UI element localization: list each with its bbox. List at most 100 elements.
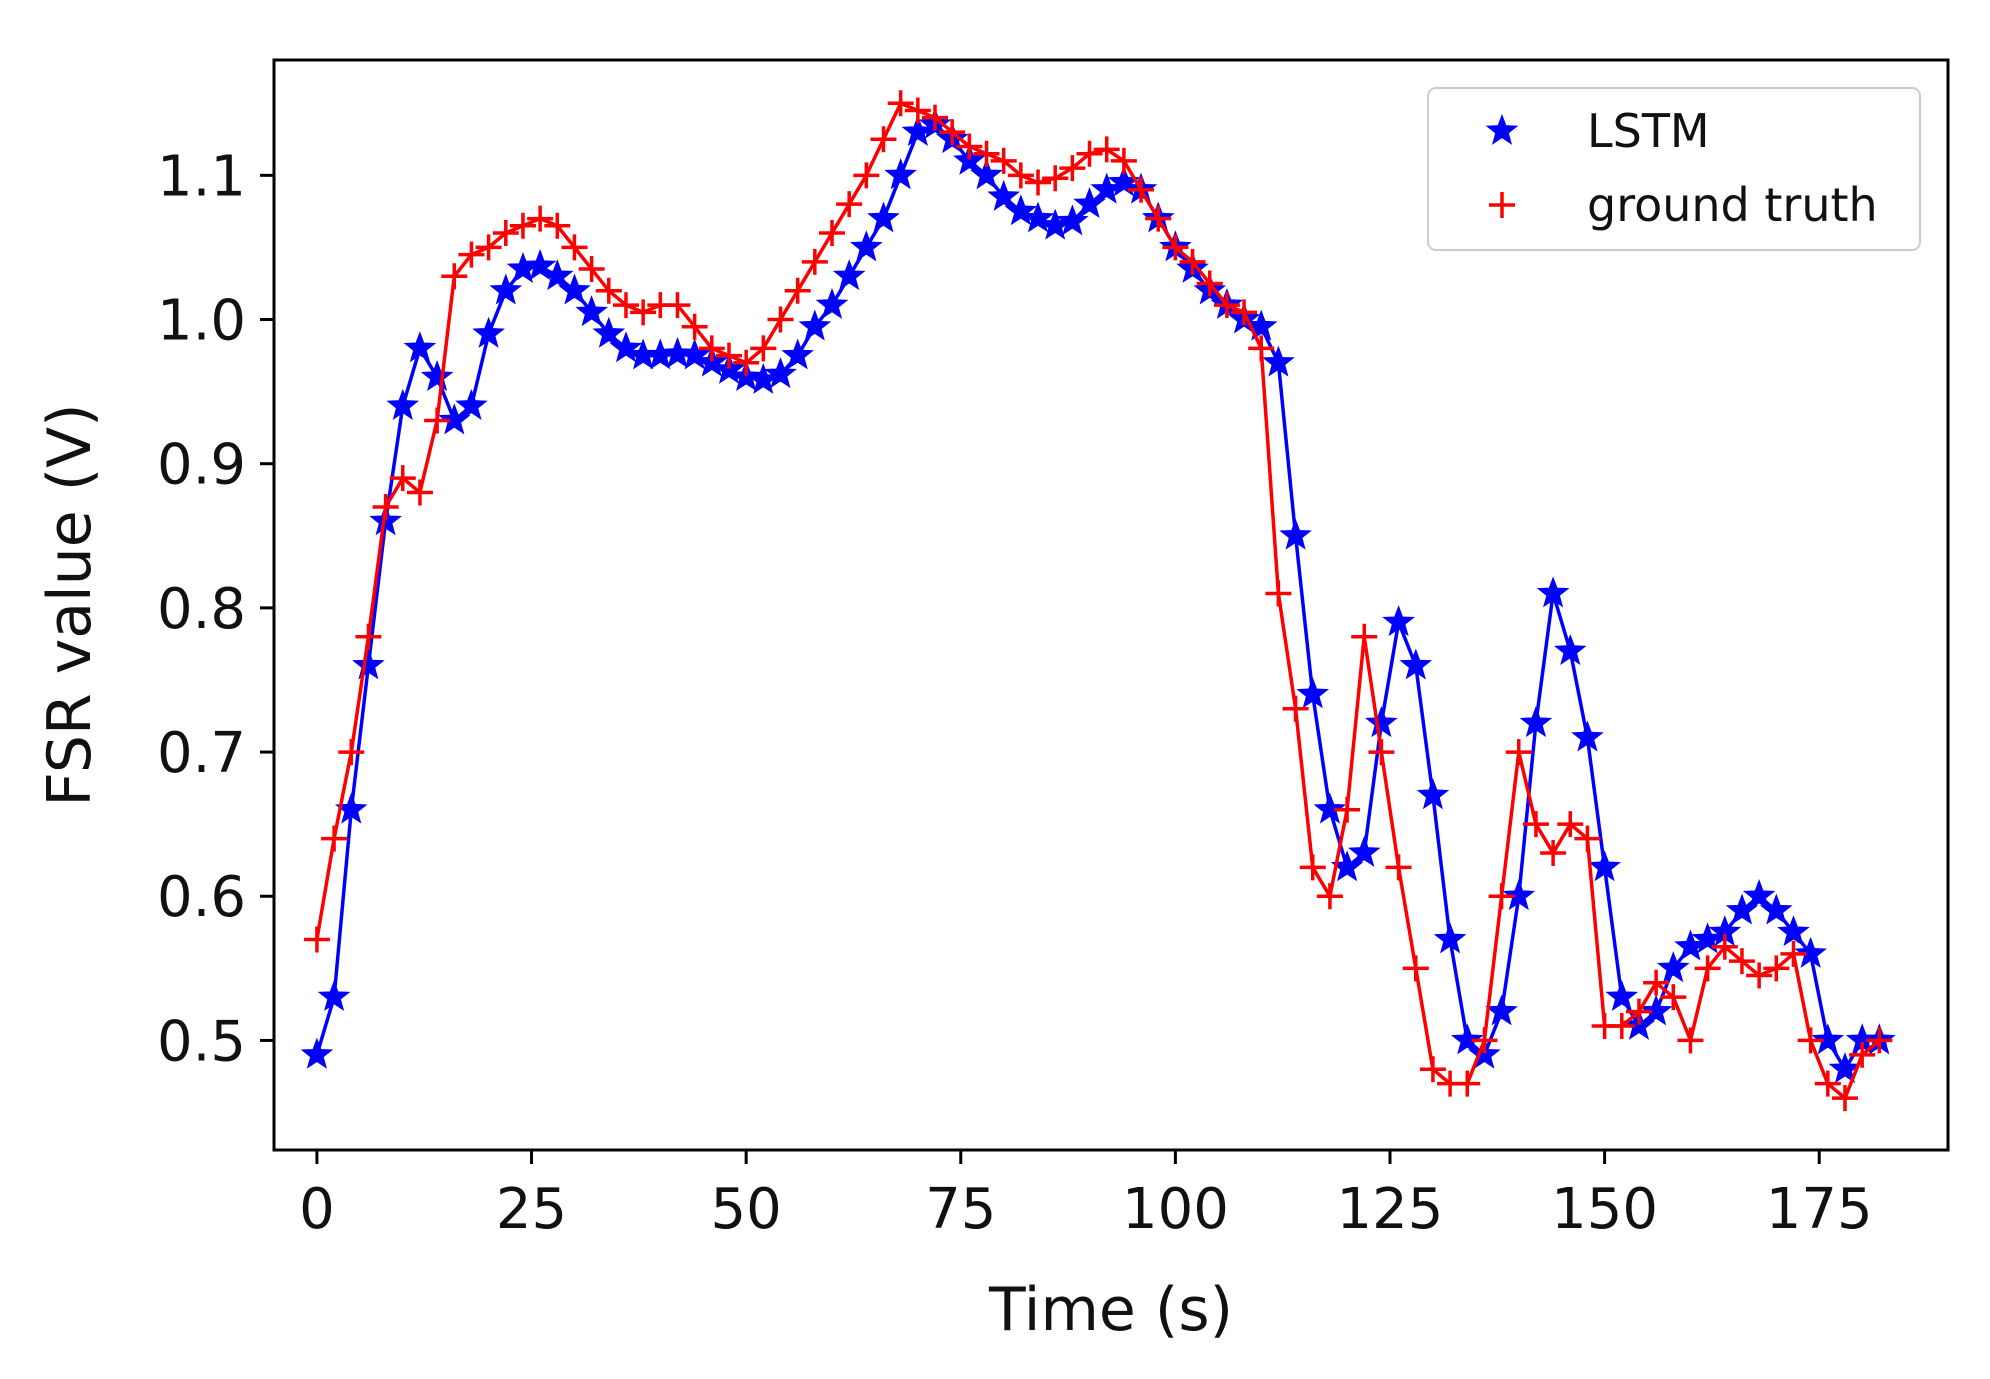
x-tick-label: 75 [925, 1177, 996, 1242]
y-tick-label: 0.8 [157, 577, 246, 642]
data-point [733, 349, 760, 376]
data-point [1419, 1056, 1446, 1083]
data-point [970, 158, 1003, 190]
data-point [609, 331, 643, 363]
data-point [939, 119, 966, 146]
data-point [1502, 879, 1536, 911]
data-point [317, 980, 351, 1012]
x-tick-label: 25 [496, 1177, 567, 1242]
data-point [836, 191, 863, 218]
x-axis-label: Time (s) [988, 1275, 1233, 1345]
data-point [1780, 940, 1807, 967]
data-point [1265, 580, 1292, 607]
data-point [1128, 176, 1155, 203]
data-point [1042, 165, 1069, 192]
data-point [1485, 994, 1518, 1026]
legend-ground-truth-label: ground truth [1587, 178, 1878, 232]
x-tick-label: 150 [1551, 1177, 1658, 1242]
data-point [767, 306, 794, 333]
data-point [544, 212, 571, 239]
data-point [489, 273, 523, 305]
data-point [540, 259, 574, 291]
series-lstm [300, 107, 1896, 1084]
data-point [612, 292, 639, 319]
data-point [1282, 695, 1309, 722]
data-point [1814, 1070, 1841, 1097]
data-point [1093, 136, 1120, 163]
data-point [1656, 951, 1690, 983]
data-point [1866, 1027, 1893, 1054]
data-point [1213, 292, 1240, 319]
data-point [455, 388, 488, 420]
data-point [815, 287, 849, 319]
data-point [1677, 1027, 1704, 1054]
y-axis: 0.5 0.6 0.7 0.8 0.9 1.0 1.1 [157, 144, 274, 1074]
legend-plus-marker [1489, 192, 1515, 218]
data-point [1505, 739, 1532, 766]
data-point [441, 263, 468, 290]
y-axis-label: FSR value (V) [35, 403, 105, 806]
data-point [300, 1037, 334, 1069]
data-point [661, 336, 694, 369]
x-tick-label: 0 [299, 1177, 335, 1242]
data-point [630, 299, 657, 326]
data-point [870, 126, 897, 153]
data-point [1711, 933, 1738, 960]
data-point [561, 234, 588, 261]
data-point [527, 205, 554, 232]
data-point [1179, 248, 1206, 275]
data-point [1605, 980, 1639, 1012]
data-point [1553, 633, 1587, 666]
data-point [1110, 147, 1137, 174]
series-layer [300, 90, 1896, 1112]
data-point [1056, 204, 1089, 236]
data-point [592, 316, 626, 348]
data-point [987, 179, 1021, 211]
data-point [1831, 1085, 1858, 1112]
data-point [509, 212, 536, 239]
data-point [1522, 811, 1549, 838]
data-point [1351, 623, 1378, 650]
data-point [1385, 854, 1412, 881]
data-point [850, 230, 883, 262]
data-point [973, 140, 1000, 167]
data-point [1279, 518, 1312, 550]
data-point [819, 220, 845, 247]
data-point [715, 342, 742, 369]
data-point [1588, 850, 1621, 882]
data-point [303, 926, 330, 953]
data-point [475, 234, 502, 261]
legend-lstm-label: LSTM [1587, 104, 1710, 158]
data-point [764, 357, 797, 389]
data-point [523, 249, 557, 281]
x-axis: 0 25 50 75 100 125 150 175 [299, 1150, 1873, 1242]
data-point [664, 292, 691, 319]
data-point [781, 338, 814, 370]
data-point [1059, 155, 1086, 182]
data-point [1777, 915, 1810, 947]
data-point [956, 133, 983, 160]
legend-ground-truth-marker [1489, 192, 1515, 218]
data-point [1334, 796, 1361, 823]
data-point [1519, 706, 1553, 738]
data-point [352, 648, 385, 680]
data-point [578, 256, 605, 283]
data-point [575, 295, 608, 327]
data-point [1296, 677, 1330, 709]
data-point [1021, 201, 1055, 233]
data-point [922, 104, 949, 131]
data-point [386, 388, 420, 420]
data-point [355, 623, 382, 650]
x-tick-label: 175 [1766, 1177, 1873, 1242]
data-point [1316, 883, 1343, 910]
data-point [1811, 1023, 1845, 1055]
data-point [558, 273, 591, 305]
data-point [1162, 234, 1189, 261]
data-point [1368, 739, 1395, 766]
data-point [420, 360, 454, 392]
data-point [372, 493, 399, 520]
data-point [1382, 605, 1415, 637]
data-point [678, 338, 711, 370]
data-point [1471, 1027, 1498, 1054]
